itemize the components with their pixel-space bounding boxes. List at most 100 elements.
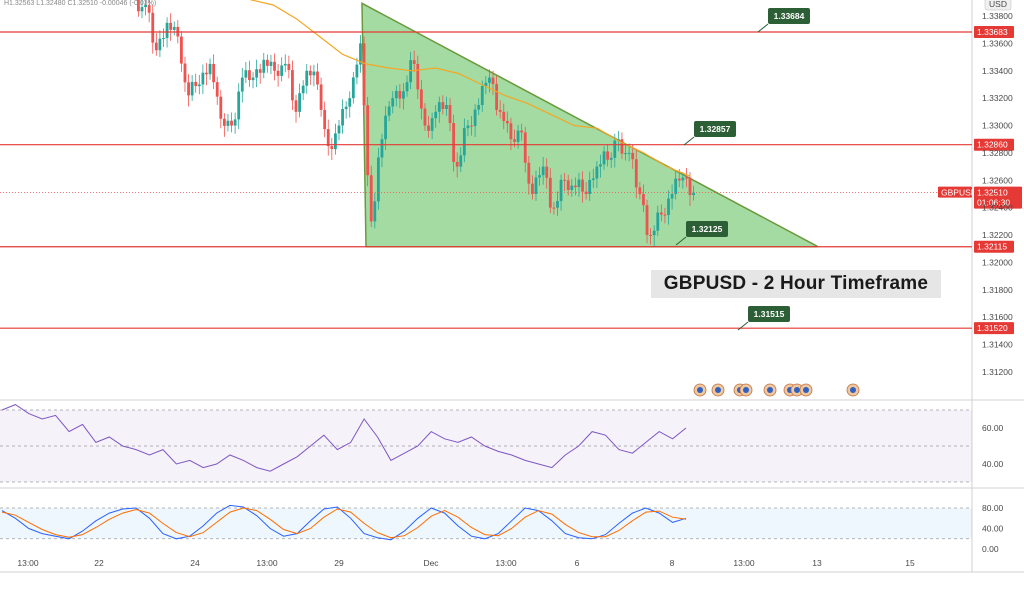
time-tick-label: Dec — [423, 558, 439, 568]
event-flag-icon[interactable] — [799, 383, 813, 397]
candle — [291, 60, 294, 110]
candle — [609, 152, 613, 168]
candle — [455, 152, 459, 178]
rsi-tick-label: 60.00 — [982, 423, 1004, 433]
candle — [183, 56, 187, 92]
event-flag-icon[interactable] — [739, 383, 753, 397]
candle — [681, 172, 685, 189]
event-flag-icon[interactable] — [763, 383, 777, 397]
candle — [251, 72, 255, 89]
candle — [498, 100, 502, 119]
candle — [344, 101, 348, 119]
descending-triangle[interactable] — [361, 2, 819, 248]
candle — [491, 70, 495, 96]
candle — [670, 184, 674, 210]
candle — [584, 182, 588, 200]
candle — [649, 228, 653, 245]
price-levels: 1.33683 1.32860 1.32115 1.31520 — [0, 26, 1014, 335]
price-callout: 1.32125 — [675, 221, 728, 246]
candle — [573, 177, 577, 196]
candle — [452, 114, 456, 172]
price-tick-label: 1.32200 — [982, 230, 1013, 240]
candle — [359, 35, 362, 73]
candle — [194, 73, 198, 93]
candle — [276, 63, 280, 87]
svg-text:1.33684: 1.33684 — [774, 11, 805, 21]
candle — [588, 171, 592, 201]
candle — [659, 204, 663, 222]
candle — [140, 0, 144, 19]
candle — [445, 96, 448, 116]
candle — [362, 36, 366, 115]
candle — [405, 75, 409, 97]
price-callout: 1.33684 — [757, 8, 810, 33]
price-axis[interactable]: 1.33800 1.33600 1.33400 1.33200 1.33000 1.328… — [982, 11, 1013, 377]
candle — [412, 50, 416, 73]
candle — [652, 225, 656, 247]
candle — [484, 76, 488, 95]
event-flag-icon[interactable] — [846, 383, 860, 397]
candle — [402, 83, 405, 110]
event-flag-icon[interactable] — [711, 383, 725, 397]
candle — [384, 106, 387, 151]
candle — [566, 174, 570, 196]
candlestick-series — [137, 0, 695, 247]
candle — [581, 171, 584, 203]
price-tick-label: 1.32800 — [982, 148, 1013, 158]
candle — [552, 202, 556, 215]
candle — [556, 191, 559, 216]
time-tick-label: 8 — [670, 558, 675, 568]
candle — [355, 57, 359, 85]
candle — [162, 28, 165, 47]
candle — [688, 172, 692, 206]
candle — [638, 181, 642, 200]
candle — [534, 170, 538, 201]
candle — [591, 168, 595, 189]
time-tick-label: 29 — [334, 558, 344, 568]
current-price-label: 1.32510 — [977, 188, 1008, 198]
price-tick-label: 1.33200 — [982, 93, 1013, 103]
candle — [437, 96, 441, 123]
candle — [398, 84, 402, 109]
event-flag-icon[interactable] — [693, 383, 707, 397]
candle — [179, 31, 183, 72]
time-tick-label: 6 — [575, 558, 580, 568]
candle — [316, 63, 319, 90]
chart-grid — [0, 0, 1024, 573]
price-level-label: 1.31520 — [977, 323, 1008, 333]
candle — [387, 100, 391, 122]
candle — [351, 71, 355, 104]
stochastic-tick-label: 0.00 — [982, 544, 999, 554]
stochastic-tick-label: 80.00 — [982, 503, 1004, 513]
candle — [294, 94, 298, 123]
candle — [330, 137, 334, 161]
candle — [634, 149, 638, 199]
time-axis[interactable]: 13:00 22 24 13:00 29 Dec 13:00 6 8 13:00 13 15 — [17, 558, 915, 568]
candle — [273, 53, 276, 81]
time-tick-label: 15 — [905, 558, 915, 568]
price-tick-label: 1.31400 — [982, 340, 1013, 350]
candle — [280, 57, 284, 82]
candle — [505, 111, 509, 133]
candle — [427, 115, 430, 138]
countdown-label: 01:06:30 — [977, 198, 1010, 208]
price-callouts: 1.33684 1.32857 1.32125 1.31515 — [675, 8, 810, 331]
candle — [341, 99, 344, 134]
candle — [570, 178, 574, 197]
candle — [477, 98, 481, 116]
candle — [373, 193, 377, 229]
price-tick-label: 1.32600 — [982, 175, 1013, 185]
candle — [319, 77, 323, 117]
time-tick-label: 13:00 — [256, 558, 278, 568]
candle — [212, 54, 216, 90]
price-tick-label: 1.33600 — [982, 38, 1013, 48]
candle — [215, 76, 219, 105]
stochastic-pane: 80.00 40.00 0.00 — [0, 503, 1004, 554]
candle — [226, 113, 230, 132]
economic-events[interactable] — [693, 383, 860, 397]
candle — [620, 132, 624, 160]
candle — [305, 63, 309, 94]
current-symbol-label: GBPUSD — [941, 188, 977, 198]
candle — [642, 184, 645, 213]
